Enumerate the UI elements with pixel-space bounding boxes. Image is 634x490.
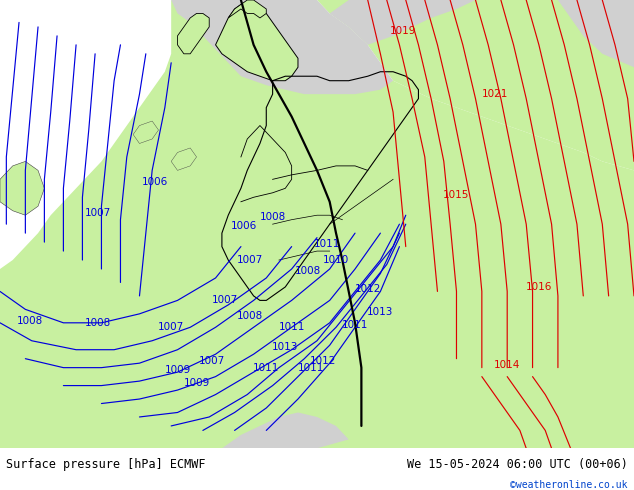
Polygon shape — [171, 0, 393, 94]
Text: 1007: 1007 — [212, 295, 238, 305]
Text: 1015: 1015 — [443, 190, 470, 200]
Polygon shape — [558, 0, 634, 67]
Text: 1013: 1013 — [367, 307, 394, 317]
Text: 1007: 1007 — [199, 356, 226, 366]
Text: 1011: 1011 — [278, 322, 305, 332]
Polygon shape — [317, 0, 634, 171]
Polygon shape — [0, 161, 44, 215]
Polygon shape — [228, 0, 266, 18]
Text: 1007: 1007 — [158, 322, 184, 332]
Text: We 15-05-2024 06:00 UTC (00+06): We 15-05-2024 06:00 UTC (00+06) — [407, 458, 628, 471]
Text: 1006: 1006 — [142, 176, 169, 187]
Polygon shape — [0, 0, 634, 448]
Text: 1009: 1009 — [164, 365, 191, 375]
Text: 1011: 1011 — [342, 320, 368, 330]
Text: 1016: 1016 — [526, 282, 552, 292]
Text: 1008: 1008 — [237, 311, 264, 321]
Polygon shape — [222, 413, 349, 448]
Polygon shape — [178, 13, 209, 54]
Text: 1008: 1008 — [259, 213, 286, 222]
Text: 1011: 1011 — [313, 239, 340, 249]
Text: 1010: 1010 — [323, 255, 349, 265]
Text: 1019: 1019 — [389, 26, 416, 36]
Text: 1014: 1014 — [494, 361, 521, 370]
Text: 1008: 1008 — [85, 318, 112, 328]
Polygon shape — [330, 0, 476, 45]
Text: 1011: 1011 — [253, 363, 280, 373]
Text: 1021: 1021 — [481, 89, 508, 99]
Text: 1011: 1011 — [297, 363, 324, 373]
Text: 1008: 1008 — [294, 266, 321, 276]
Polygon shape — [216, 4, 298, 81]
Text: 1012: 1012 — [354, 284, 381, 294]
Text: 1008: 1008 — [17, 316, 44, 325]
Text: 1012: 1012 — [310, 356, 337, 366]
Text: 1007: 1007 — [237, 255, 264, 265]
Text: Surface pressure [hPa] ECMWF: Surface pressure [hPa] ECMWF — [6, 458, 206, 471]
Text: 1007: 1007 — [85, 208, 112, 218]
Text: 1009: 1009 — [183, 378, 210, 389]
Text: 1013: 1013 — [272, 343, 299, 352]
Text: 1006: 1006 — [231, 221, 257, 231]
Text: ©weatheronline.co.uk: ©weatheronline.co.uk — [510, 480, 628, 490]
Polygon shape — [133, 121, 158, 144]
Polygon shape — [171, 148, 197, 171]
